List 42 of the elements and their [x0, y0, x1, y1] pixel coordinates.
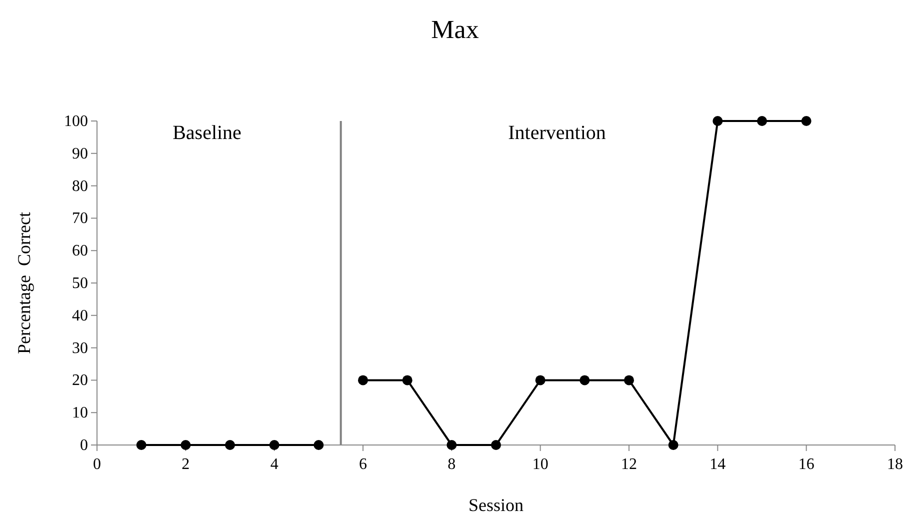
point: [358, 375, 368, 386]
y-tick-label: 20: [72, 372, 88, 390]
x-tick-label: 10: [532, 456, 548, 473]
point: [180, 440, 191, 450]
y-tick-label: 10: [72, 404, 88, 422]
annotation: Intervention: [508, 122, 606, 144]
x-tick-label: 14: [710, 456, 726, 473]
x-tick-label: 6: [359, 456, 367, 473]
y-tick-label: 70: [72, 210, 88, 228]
y-tick-label: 90: [72, 145, 88, 162]
y-tick-label: 60: [72, 242, 88, 260]
point: [314, 440, 324, 450]
chart-title: Max: [431, 15, 479, 44]
x-tick-label: 18: [887, 456, 903, 473]
point: [757, 116, 767, 126]
point: [402, 375, 412, 386]
x-tick-label: 4: [270, 456, 278, 473]
point: [491, 440, 501, 450]
point: [668, 440, 678, 450]
point: [580, 375, 590, 386]
y-tick-label: 40: [72, 307, 88, 324]
y-tick-label: 100: [64, 113, 88, 130]
x-axis-title: Session: [468, 495, 524, 515]
point: [225, 440, 235, 450]
y-axis-title: Percentage Correct: [14, 212, 34, 354]
y-tick-label: 30: [72, 340, 88, 357]
point: [712, 116, 723, 126]
y-tick-label: 80: [72, 178, 88, 195]
y-tick-label: 50: [72, 275, 88, 292]
x-tick-label: 0: [93, 456, 101, 473]
point: [136, 440, 146, 450]
y-tick-label: 0: [80, 437, 88, 454]
point: [535, 375, 546, 386]
point: [446, 440, 457, 450]
x-tick-label: 12: [621, 456, 637, 473]
x-tick-label: 8: [448, 456, 456, 473]
point: [269, 440, 280, 450]
x-tick-label: 16: [798, 456, 814, 473]
point: [624, 375, 634, 386]
annotation: Baseline: [172, 122, 242, 144]
point: [801, 116, 812, 126]
x-tick-label: 2: [182, 456, 190, 473]
